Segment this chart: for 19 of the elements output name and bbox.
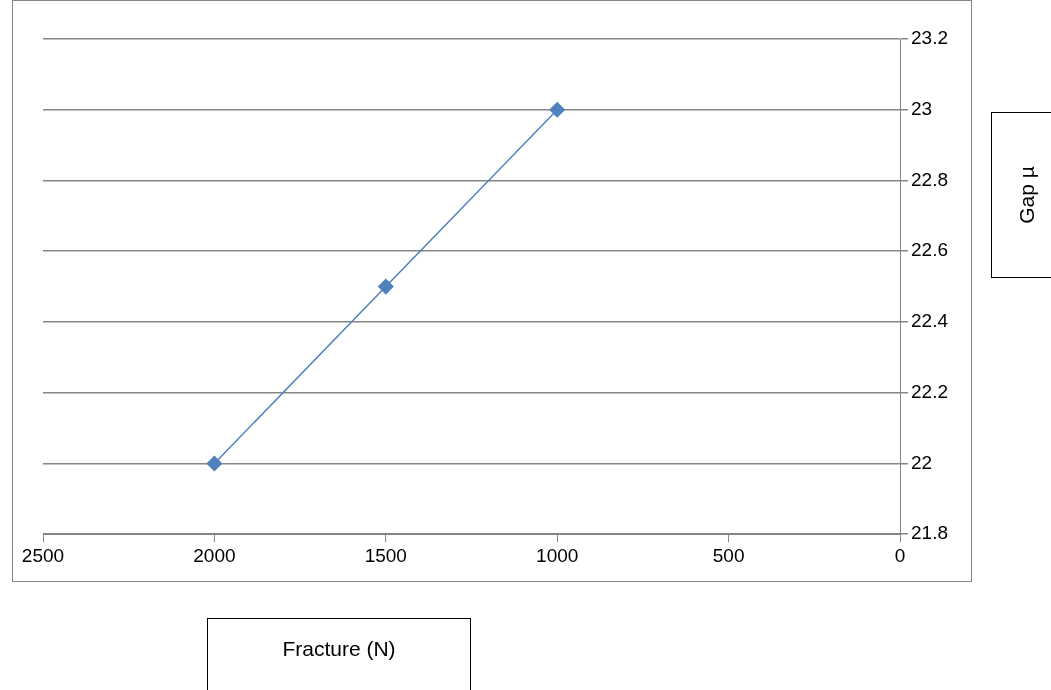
y-tick-label: 22.2	[911, 380, 948, 402]
point	[549, 101, 565, 118]
y-tick-label: 22.6	[911, 239, 948, 261]
x-tick-label: 0	[894, 544, 906, 566]
y-tick-label: 22.4	[911, 310, 949, 332]
y-tick-label: 23.2	[911, 27, 948, 49]
y-tick-label: 23	[911, 97, 933, 119]
y-axis-title: Gap µ	[1014, 166, 1039, 224]
x-axis-title: Fracture (N)	[282, 637, 396, 660]
point	[378, 278, 394, 295]
x-tick-label: 1500	[364, 544, 407, 566]
point	[206, 455, 223, 472]
y-tick-label: 22	[911, 451, 933, 473]
x-tick-label: 2500	[21, 544, 65, 566]
y-tick-label: 21.8	[911, 522, 948, 544]
y-tick-label: 22.8	[911, 168, 948, 190]
x-tick-label: 1000	[536, 544, 579, 566]
x-tick-label: 2000	[193, 544, 236, 566]
x-tick-label: 500	[712, 544, 745, 566]
